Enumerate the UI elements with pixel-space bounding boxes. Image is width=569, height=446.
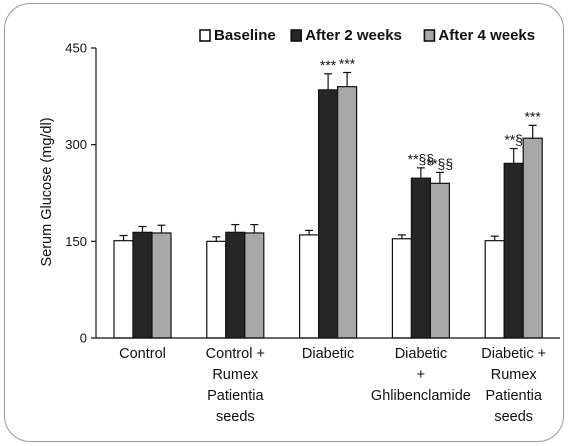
bar	[113, 240, 134, 339]
significance-annotation: **§§	[427, 155, 453, 171]
bar	[244, 232, 265, 339]
legend-label: Baseline	[214, 27, 276, 44]
bars: *** *****§§**§§**§***	[113, 55, 543, 339]
x-category-label: Diabetic + Rumex Patientia seeds	[481, 346, 546, 425]
x-category-label: Control + Rumex Patientia seeds	[206, 346, 265, 425]
x-category-label-line: seeds	[216, 409, 255, 425]
y-tick-label: 0	[80, 331, 87, 346]
x-category-label-line: Diabetic	[302, 346, 354, 362]
bar	[410, 177, 431, 339]
significance-annotation: ***	[320, 57, 337, 73]
bar	[132, 231, 153, 339]
bar	[522, 137, 543, 339]
x-category-label-line: Rumex	[212, 367, 259, 383]
y-tick-label: 300	[65, 137, 87, 152]
bar	[206, 240, 227, 339]
bar	[318, 89, 339, 339]
x-category-label-line: Control +	[206, 346, 265, 362]
x-category-label-line: Patientia	[485, 388, 542, 404]
significance-annotation: **§	[504, 132, 523, 148]
x-category-label: Diabetic	[302, 346, 354, 362]
bar	[503, 162, 524, 339]
bar	[151, 232, 172, 339]
x-axis: Control Control + Rumex Patientia seedsDiabe…	[96, 337, 560, 425]
legend-label: After 4 weeks	[438, 27, 535, 44]
y-axis-label: Serum Glucose (mg/dl)	[39, 117, 55, 266]
bar	[429, 182, 450, 339]
bar	[225, 231, 246, 339]
x-category-label-line: Patientia	[207, 388, 264, 404]
chart-frame	[4, 3, 564, 442]
x-category-label: Control	[119, 346, 166, 362]
x-category-label-line: +	[417, 367, 425, 383]
legend-swatch	[199, 29, 211, 42]
x-category-label-line: seeds	[494, 409, 533, 425]
x-category-label-line: Diabetic	[395, 346, 447, 362]
significance-annotation: ***	[525, 108, 542, 124]
legend: Baseline After 2 weeks After 4 weeks	[199, 27, 535, 44]
y-tick-label: 450	[65, 41, 87, 56]
legend-label: After 2 weeks	[305, 27, 402, 44]
significance-annotation: ***	[339, 55, 356, 71]
bar	[391, 238, 412, 339]
legend-swatch	[423, 29, 436, 42]
bar	[484, 240, 505, 339]
x-category-label-line: Diabetic +	[481, 346, 546, 362]
y-axis: 0 150 300 450	[65, 41, 97, 346]
x-category-label-line: Ghlibenclamide	[371, 388, 471, 404]
legend-swatch	[290, 29, 303, 42]
y-tick-label: 150	[65, 234, 87, 249]
x-category-label-line: Control	[119, 346, 166, 362]
significance-annotation: **§§	[408, 151, 434, 167]
x-category-label: Diabetic + Ghlibenclamide	[371, 346, 471, 404]
x-category-label-line: Rumex	[491, 367, 538, 383]
bar	[299, 234, 320, 339]
bar	[337, 86, 358, 339]
